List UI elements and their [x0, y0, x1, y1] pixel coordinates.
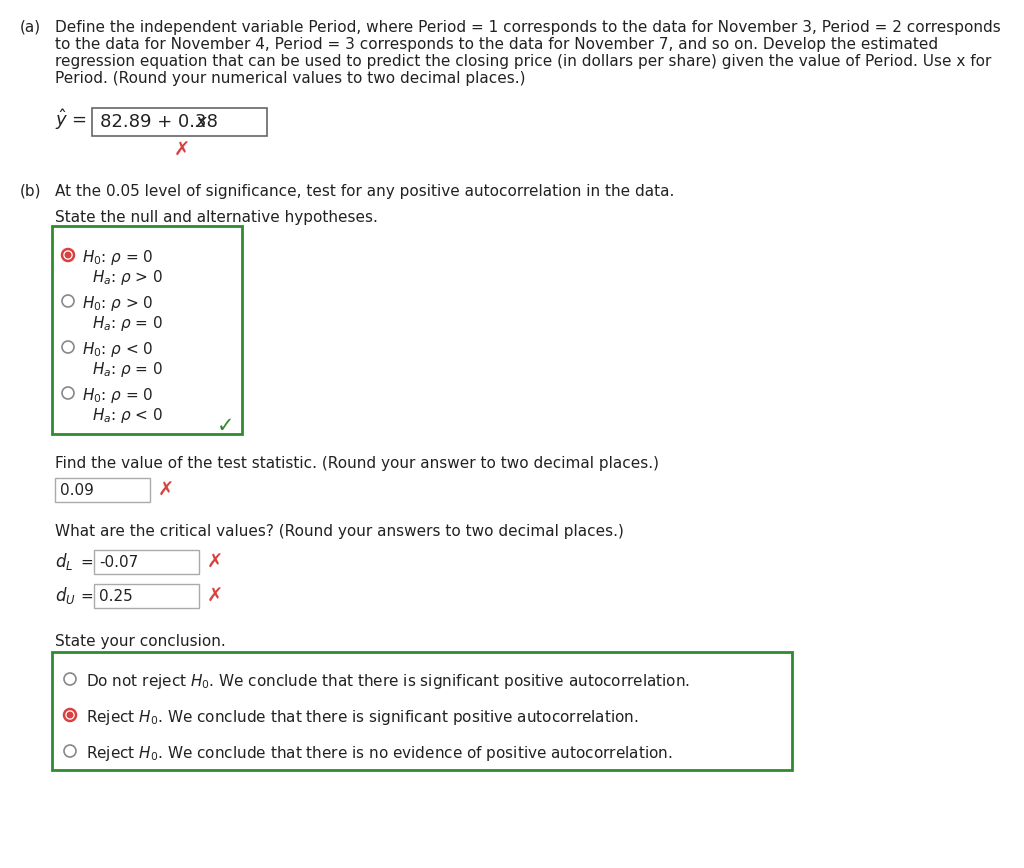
Bar	[94, 584, 199, 608]
Text: =: =	[80, 555, 93, 569]
Text: (b): (b)	[20, 184, 42, 199]
Text: ✗: ✗	[173, 141, 189, 160]
Text: ✗: ✗	[158, 481, 174, 499]
Text: $\hat{y}$ =: $\hat{y}$ =	[55, 108, 87, 133]
Circle shape	[63, 673, 76, 685]
Text: $d_U$: $d_U$	[55, 586, 76, 607]
Text: ✗: ✗	[207, 553, 223, 571]
Text: $H_a$: $\rho$ > 0: $H_a$: $\rho$ > 0	[92, 268, 163, 287]
Text: Do not reject $H_0$. We conclude that there is significant positive autocorrelat: Do not reject $H_0$. We conclude that th…	[86, 672, 690, 691]
Bar	[94, 550, 199, 574]
Text: $d_L$: $d_L$	[55, 551, 74, 573]
Text: Period. (Round your numerical values to two decimal places.): Period. (Round your numerical values to …	[55, 71, 525, 86]
Text: Define the independent variable Period, where Period = 1 corresponds to the data: Define the independent variable Period, …	[55, 20, 1000, 35]
Text: x: x	[195, 113, 206, 131]
Bar	[52, 652, 792, 770]
Text: 0.25: 0.25	[99, 589, 133, 604]
Text: to the data for November 4, Period = 3 corresponds to the data for November 7, a: to the data for November 4, Period = 3 c…	[55, 37, 938, 52]
Text: Reject $H_0$. We conclude that there is significant positive autocorrelation.: Reject $H_0$. We conclude that there is …	[86, 708, 639, 727]
Text: 82.89 + 0.38: 82.89 + 0.38	[100, 113, 218, 131]
Text: regression equation that can be used to predict the closing price (in dollars pe: regression equation that can be used to …	[55, 54, 991, 69]
Bar	[92, 108, 267, 136]
Text: $H_0$: $\rho$ = 0: $H_0$: $\rho$ = 0	[82, 248, 154, 267]
Text: $H_0$: $\rho$ < 0: $H_0$: $\rho$ < 0	[82, 340, 154, 359]
Circle shape	[67, 712, 74, 719]
Circle shape	[63, 709, 76, 721]
Bar	[55, 478, 150, 502]
Text: State the null and alternative hypotheses.: State the null and alternative hypothese…	[55, 210, 378, 225]
Bar	[52, 226, 242, 434]
Circle shape	[63, 745, 76, 757]
Text: ✗: ✗	[207, 587, 223, 606]
Text: (a): (a)	[20, 20, 41, 35]
Circle shape	[62, 249, 74, 261]
Text: Reject $H_0$. We conclude that there is no evidence of positive autocorrelation.: Reject $H_0$. We conclude that there is …	[86, 744, 673, 763]
Circle shape	[65, 252, 72, 259]
Text: $H_a$: $\rho$ = 0: $H_a$: $\rho$ = 0	[92, 360, 163, 379]
Text: ✓: ✓	[217, 416, 234, 436]
Text: $H_a$: $\rho$ < 0: $H_a$: $\rho$ < 0	[92, 406, 163, 425]
Text: 0.09: 0.09	[60, 483, 94, 498]
Text: =: =	[80, 589, 93, 603]
Circle shape	[62, 387, 74, 399]
Circle shape	[62, 295, 74, 307]
Text: Find the value of the test statistic. (Round your answer to two decimal places.): Find the value of the test statistic. (R…	[55, 456, 659, 471]
Text: State your conclusion.: State your conclusion.	[55, 634, 225, 649]
Text: -0.07: -0.07	[99, 555, 138, 570]
Text: What are the critical values? (Round your answers to two decimal places.): What are the critical values? (Round you…	[55, 524, 624, 539]
Text: $H_0$: $\rho$ > 0: $H_0$: $\rho$ > 0	[82, 294, 154, 313]
Circle shape	[62, 341, 74, 353]
Text: $H_0$: $\rho$ = 0: $H_0$: $\rho$ = 0	[82, 386, 154, 405]
Text: At the 0.05 level of significance, test for any positive autocorrelation in the : At the 0.05 level of significance, test …	[55, 184, 675, 199]
Text: $H_a$: $\rho$ = 0: $H_a$: $\rho$ = 0	[92, 314, 163, 333]
